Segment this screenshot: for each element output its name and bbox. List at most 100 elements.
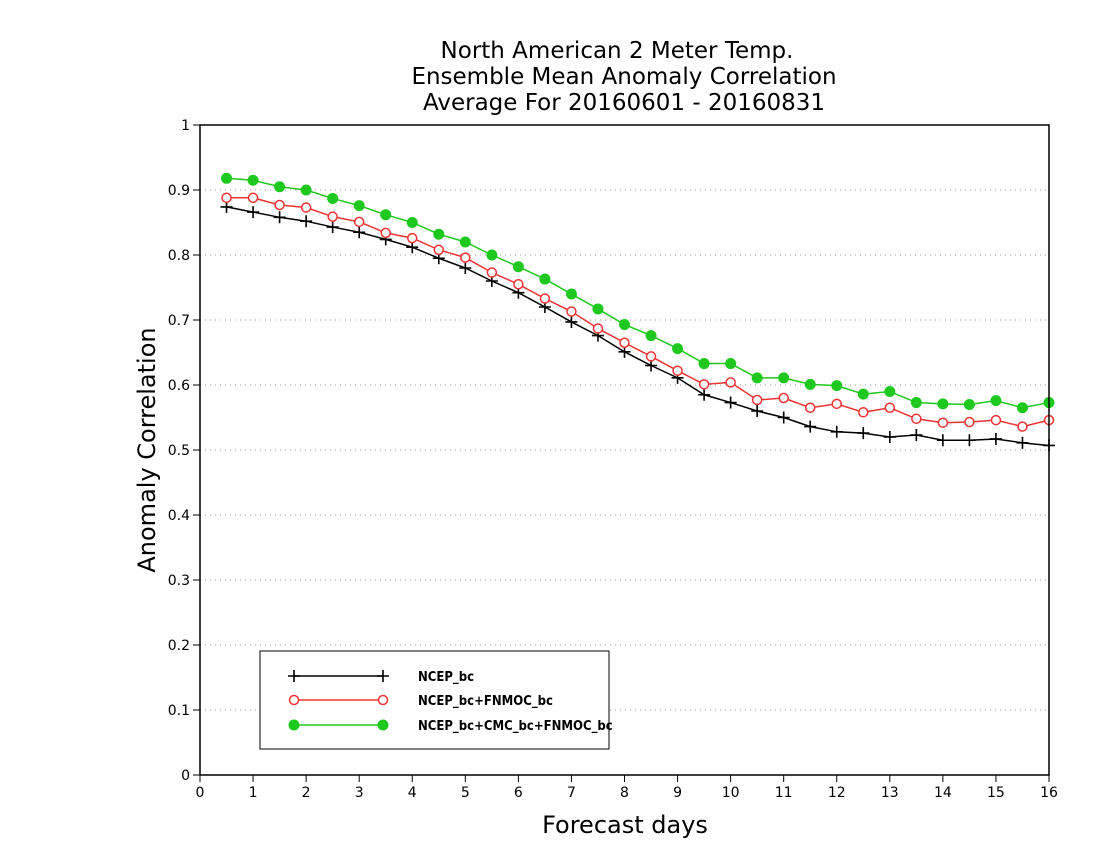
series-3 [221,172,1055,414]
data-point [565,288,577,300]
x-tick-label: 13 [881,785,899,801]
data-point [247,174,259,186]
legend-label: NCEP_bc+CMC_bc+FNMOC_bc [418,719,613,734]
data-point [963,399,975,410]
x-tick-label: 6 [514,785,523,801]
legend-marker [377,719,389,731]
data-point [353,216,365,228]
data-point [221,192,232,204]
legend-marker [288,670,300,682]
data-point [937,417,949,428]
y-tick-label: 0.8 [168,248,190,264]
series-1 [220,200,1055,452]
data-point [698,379,710,390]
data-point [645,351,657,362]
data-point [990,395,1002,407]
x-tick-label: 4 [408,785,417,801]
data-point [778,372,790,384]
data-point [672,343,684,355]
y-tick-label: 1 [181,118,190,134]
plot-frame [199,124,1050,776]
x-axis-ticks: 0 1 2 3 4 5 6 7 8 9 10 11 12 13 14 15 16 [196,775,1058,801]
data-point [936,434,949,447]
data-point [592,323,604,334]
data-point [459,262,472,274]
data-point [380,209,392,221]
data-point [831,398,842,410]
data-point [486,249,498,261]
data-point [221,172,233,184]
chart-title: North American 2 Meter Temp. Ensemble Me… [411,38,836,116]
data-point [327,211,338,222]
y-tick-label: 0.5 [168,443,190,459]
legend-marker [377,670,389,682]
legend-marker [288,694,300,706]
data-point [380,227,391,239]
legend-marker [377,694,389,706]
data-point [857,427,870,440]
data-point [911,413,922,425]
x-axis-label: Forecast days [542,811,708,839]
data-point [539,293,551,304]
title-line-1: North American 2 Meter Temp. [441,38,794,64]
data-point [274,199,285,211]
series-line [226,197,1050,428]
data-point [964,416,975,428]
data-point [884,402,896,413]
data-point [433,228,445,240]
data-point [513,279,524,290]
y-tick-label: 0.6 [168,378,190,394]
data-point [407,232,418,244]
data-point [910,429,923,442]
data-point [884,386,896,397]
series-line [226,177,1050,409]
data-point [989,432,1002,445]
data-point [1017,421,1028,432]
y-tick-label: 0.3 [168,573,190,589]
y-tick-label: 0 [181,768,190,784]
x-tick-label: 0 [196,785,205,801]
gridlines [200,189,1049,711]
y-tick-label: 0.7 [168,313,190,329]
data-point [751,372,763,384]
legend-label: NCEP_bc [418,670,474,685]
legend-marker [288,719,300,731]
legend-item: NCEP_bc+CMC_bc+FNMOC_bc [288,719,613,734]
y-tick-label: 0.9 [168,183,190,199]
data-point [725,358,737,370]
data-point [937,398,949,410]
data-point [857,388,869,400]
x-tick-label: 9 [673,785,682,801]
data-point [619,337,630,348]
data-point [300,202,312,213]
data-point [645,330,657,342]
y-axis-ticks: 0 0.1 0.2 0.3 0.4 0.5 0.6 0.7 0.8 0.9 1 [168,118,200,784]
data-point [353,200,365,212]
y-axis-label: Anomaly Correlation [133,327,161,572]
data-point [777,411,790,424]
data-point [565,315,578,328]
data-point [353,226,366,239]
data-point [1016,436,1029,449]
x-tick-label: 16 [1040,785,1058,801]
x-tick-label: 7 [567,785,576,801]
data-point [300,215,313,228]
data-point [433,244,445,256]
x-tick-label: 15 [987,785,1005,801]
legend-item: NCEP_bc+FNMOC_bc [288,694,553,709]
data-point [592,303,604,315]
data-point [963,434,976,447]
data-point [512,261,524,273]
data-point [751,405,764,417]
data-point [273,211,286,224]
data-point [724,396,737,409]
data-point [539,273,551,285]
y-tick-label: 0.1 [168,703,190,719]
x-tick-label: 3 [355,785,364,801]
x-tick-label: 14 [934,785,952,801]
data-point [910,397,922,409]
data-point [804,378,816,390]
series-group [220,172,1055,452]
data-point [698,388,711,401]
data-point [459,236,471,248]
